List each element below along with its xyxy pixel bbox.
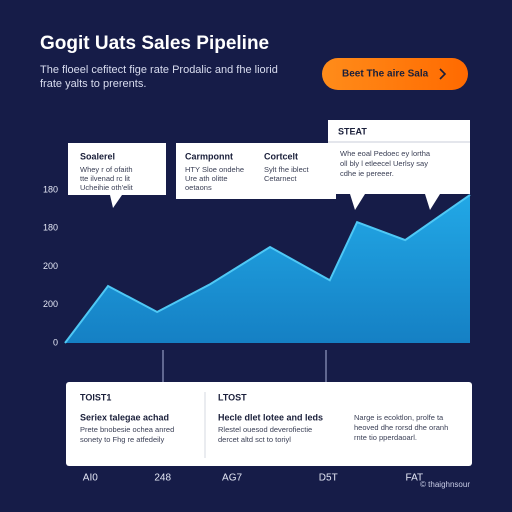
summary-card xyxy=(66,382,472,466)
callout-text: oll bly l etleecel Uerlsy say xyxy=(340,159,428,168)
callout: STEAT Whe eoal Pedoec ey lortha oll bly … xyxy=(328,120,470,210)
summary-subtitle: Hecle dlet lotee and leds xyxy=(218,412,323,422)
callout-title: Carmponnt xyxy=(185,151,233,161)
callout-text: oetaons xyxy=(185,183,212,192)
subtitle-line: frate yalts to prerents. xyxy=(40,78,146,90)
callout-text: Ucheihie oth'elit xyxy=(80,183,134,192)
area-line xyxy=(64,194,471,344)
callout-text: tte ilvenad rc lit xyxy=(80,174,131,183)
summary-title: TOIST1 xyxy=(80,392,111,402)
cta-label[interactable]: Beet The aire Sala xyxy=(342,69,429,80)
callout-text: cdhe ie pereeer. xyxy=(340,169,394,178)
subtitle-line: The floeel cefitect fige rate Prodalic a… xyxy=(40,64,278,76)
page-title: Gogit Uats Sales Pipeline xyxy=(40,33,269,54)
x-tick-label: AG7 xyxy=(222,473,242,484)
summary-text: sonety to Fhg re atfedeily xyxy=(80,435,164,444)
callout-title: STEAT xyxy=(338,126,367,136)
summary-text: Narge is ecoktlon, prolfe ta xyxy=(354,413,444,422)
footer-credit: © thaighnsour xyxy=(420,480,470,489)
cta-button-bg[interactable] xyxy=(322,58,468,90)
summary-text: heoved dhe rorsd dhe oranh xyxy=(354,423,448,432)
x-tick-label: 248 xyxy=(154,473,171,484)
callout: Cortcelt Sylt fhe iblect Cetarnect xyxy=(256,143,336,199)
x-tick-label: D5T xyxy=(319,473,338,484)
callout-text: Ure ath olitte xyxy=(185,174,228,183)
x-tick-label: FAT xyxy=(406,473,424,484)
callout-text: HTY Sloe ondehe xyxy=(185,165,244,174)
callout-title: Cortcelt xyxy=(264,151,298,161)
callout-text: Cetarnect xyxy=(264,174,297,183)
cta-button[interactable]: Beet The aire Sala xyxy=(322,58,468,90)
callout: Carmponnt HTY Sloe ondehe Ure ath olitte… xyxy=(176,143,256,199)
summary-panel: TOIST1 Seriex talegae achad Prete bnobes… xyxy=(66,382,472,466)
y-tick-label: 200 xyxy=(43,299,58,309)
summary-text: rnte tio pperdaoarl. xyxy=(354,433,417,442)
summary-text: Rlestel ouesod deverofiectie xyxy=(218,425,312,434)
callout: Soalerel Whey r of ofaith tte ilvenad rc… xyxy=(68,143,166,208)
y-tick-label: 180 xyxy=(43,223,58,233)
y-tick-label: 0 xyxy=(53,337,58,347)
plot: 0 200 200 180 180 xyxy=(43,184,471,347)
summary-text: dercet altd sct to toriyl xyxy=(218,435,291,444)
callout-card xyxy=(256,143,336,199)
y-tick-label: 200 xyxy=(43,261,58,271)
callout-card xyxy=(176,143,256,199)
area xyxy=(65,194,470,343)
summary-subtitle: Seriex talegae achad xyxy=(80,412,169,422)
callout-text: Whey r of ofaith xyxy=(80,165,133,174)
callout-title: Soalerel xyxy=(80,151,115,161)
chevron-icon xyxy=(439,68,447,80)
summary-text: Prete bnobesie ochea anred xyxy=(80,425,174,434)
callout-text: Whe eoal Pedoec ey lortha xyxy=(340,149,431,158)
callout-card xyxy=(68,143,166,208)
callout-text: Sylt fhe iblect xyxy=(264,165,310,174)
x-tick-label: AI0 xyxy=(83,473,98,484)
y-tick-label: 180 xyxy=(43,184,58,194)
summary-title: LTOST xyxy=(218,392,247,402)
